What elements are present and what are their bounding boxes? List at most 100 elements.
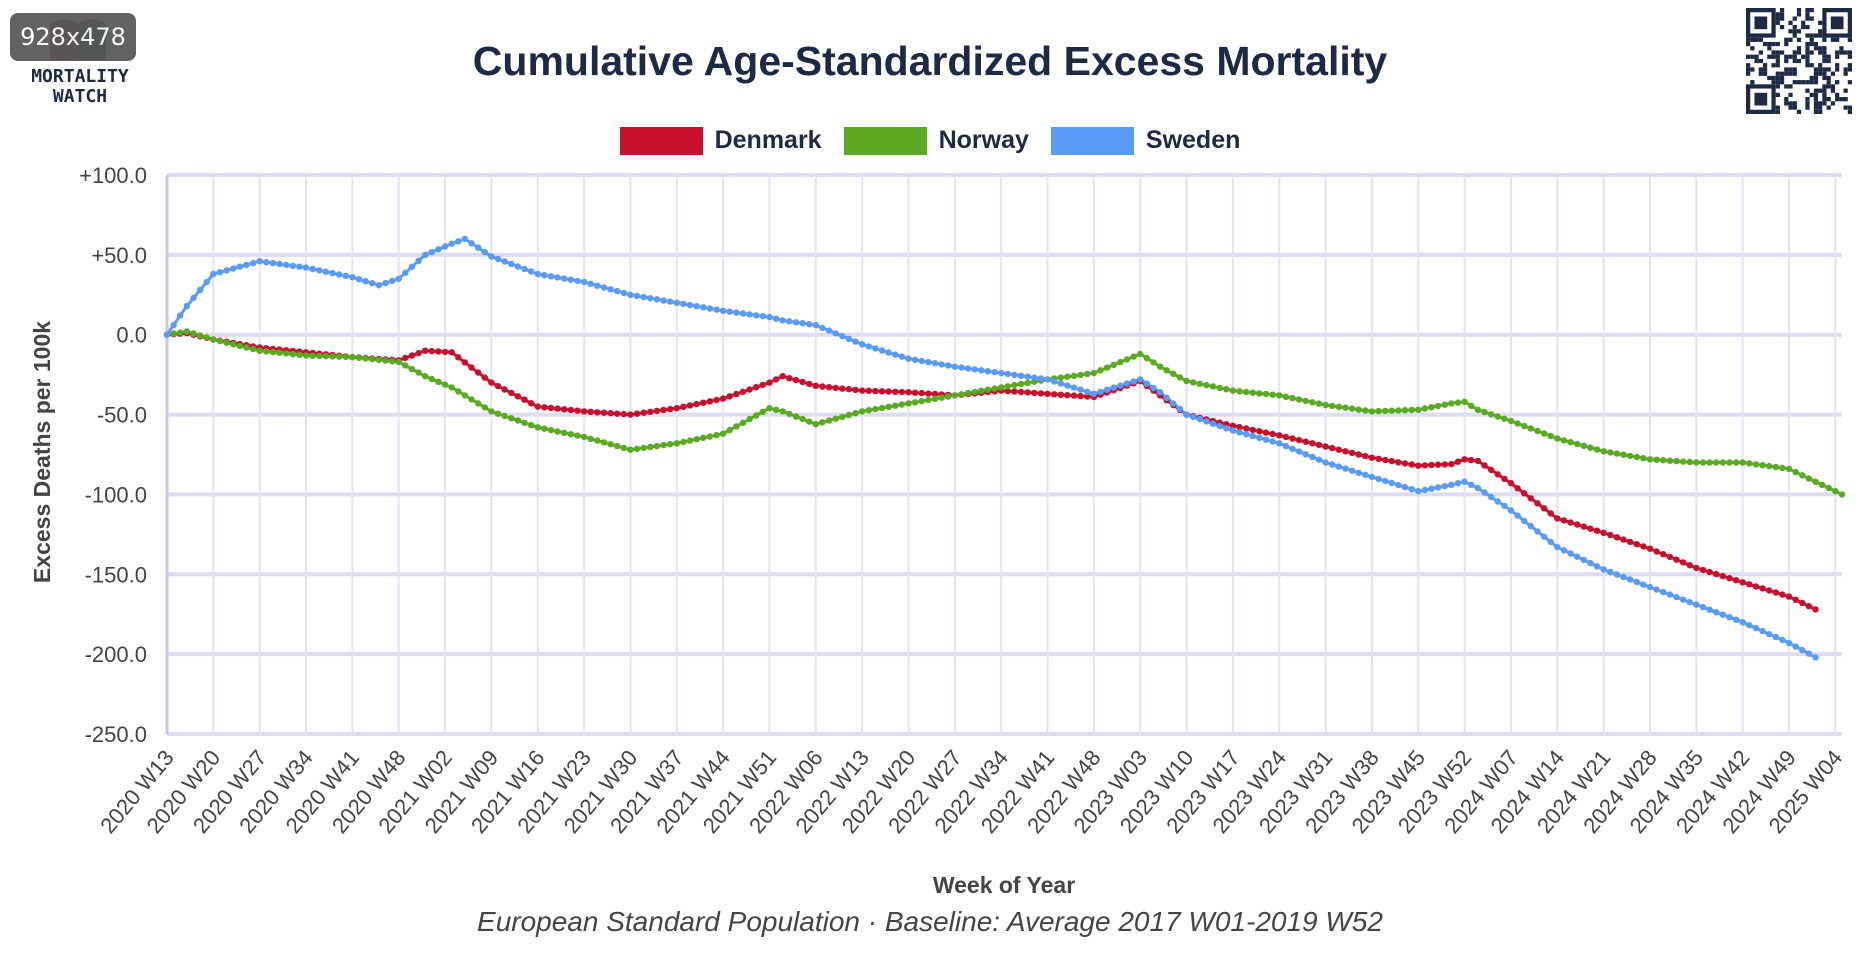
data-point-norway [885, 403, 892, 410]
data-point-sweden [1017, 372, 1025, 379]
data-point-norway [1229, 387, 1237, 394]
data-point-denmark [1057, 391, 1065, 398]
data-point-sweden [1004, 370, 1011, 378]
data-point-sweden [1256, 434, 1263, 441]
data-point-sweden [620, 289, 627, 297]
data-point-denmark [1580, 523, 1588, 530]
data-point-sweden [1574, 553, 1581, 560]
data-point-sweden [1276, 440, 1283, 447]
data-point-denmark [1084, 393, 1091, 400]
data-point-sweden [1448, 481, 1455, 488]
data-point-denmark [1428, 461, 1435, 469]
data-point-norway [1262, 390, 1270, 398]
data-point-norway [1362, 407, 1369, 414]
data-point-denmark [1679, 559, 1687, 566]
data-point-denmark [1713, 570, 1720, 578]
data-point-denmark [1554, 515, 1561, 522]
data-point-sweden [216, 269, 224, 276]
data-point-denmark [547, 404, 555, 412]
data-point-sweden [508, 260, 515, 268]
data-point-sweden [1441, 482, 1449, 490]
data-point-sweden [1454, 480, 1462, 487]
legend-swatch-norway [843, 126, 927, 155]
data-point-sweden [501, 258, 508, 265]
data-point-norway [614, 442, 621, 450]
data-point-denmark [686, 402, 694, 409]
data-point-norway [693, 436, 700, 443]
data-point-denmark [799, 378, 806, 386]
data-point-sweden [521, 265, 528, 273]
data-point-norway [1726, 459, 1733, 466]
data-point-sweden [1249, 432, 1257, 440]
data-point-denmark [647, 408, 654, 415]
data-point-denmark [706, 398, 714, 405]
data-point-sweden [1322, 459, 1329, 466]
data-point-sweden [1190, 413, 1197, 421]
data-point-sweden [1434, 484, 1442, 491]
data-point-sweden [1382, 477, 1389, 485]
data-point-norway [1448, 400, 1455, 407]
data-point-norway [653, 442, 661, 450]
qr-code[interactable] [1746, 8, 1852, 114]
data-point-sweden [349, 274, 356, 281]
data-point-sweden [1693, 601, 1700, 608]
data-point-denmark [614, 410, 621, 417]
data-point-norway [1368, 408, 1376, 415]
data-point-denmark [415, 349, 422, 357]
data-point-sweden [594, 282, 601, 289]
data-point-norway [1732, 459, 1740, 466]
data-point-sweden [1660, 588, 1667, 596]
data-point-denmark [1587, 525, 1594, 532]
data-point-norway [422, 373, 429, 380]
data-point-sweden [1527, 522, 1535, 530]
data-point-norway [1487, 411, 1495, 418]
data-point-sweden [1348, 467, 1356, 474]
data-point-denmark [1653, 548, 1660, 555]
data-point-denmark [1276, 432, 1283, 439]
chart-title: Cumulative Age-Standardized Excess Morta… [472, 38, 1388, 84]
data-point-sweden [971, 366, 978, 373]
data-point-norway [991, 385, 998, 392]
data-point-sweden [1554, 543, 1561, 551]
data-point-sweden [1726, 614, 1733, 621]
data-point-sweden [236, 263, 243, 270]
data-point-sweden [700, 304, 707, 311]
data-point-denmark [766, 379, 773, 386]
data-point-sweden [580, 278, 588, 286]
data-point-norway [1521, 422, 1528, 430]
data-point-denmark [1620, 536, 1627, 543]
legend-item-norway[interactable]: Norway [843, 126, 1029, 155]
data-point-sweden [779, 317, 786, 324]
data-point-sweden [302, 264, 310, 271]
data-point-sweden [1295, 448, 1303, 455]
data-point-norway [1428, 404, 1435, 411]
data-point-sweden [1011, 371, 1018, 379]
data-point-denmark [1355, 451, 1362, 458]
legend-item-denmark[interactable]: Denmark [619, 126, 822, 155]
data-point-sweden [283, 261, 290, 269]
data-point-denmark [1395, 459, 1402, 466]
data-point-norway [819, 419, 826, 426]
data-point-denmark [1348, 449, 1356, 457]
data-point-denmark [561, 406, 568, 413]
data-point-norway [263, 348, 270, 355]
data-point-norway [1117, 358, 1124, 366]
data-point-denmark [865, 387, 872, 394]
data-point-norway [713, 431, 720, 439]
data-point-denmark [667, 405, 674, 413]
data-point-denmark [1421, 462, 1429, 469]
data-point-denmark [759, 381, 766, 389]
data-point-sweden [1514, 512, 1521, 519]
data-point-sweden [1666, 591, 1674, 598]
data-point-norway [402, 362, 409, 369]
data-point-norway [1269, 391, 1276, 398]
data-point-norway [362, 355, 369, 362]
data-point-norway [203, 334, 210, 341]
data-point-norway [1640, 455, 1647, 462]
legend-item-sweden[interactable]: Sweden [1050, 126, 1240, 155]
data-point-sweden [435, 246, 442, 253]
data-point-denmark [1666, 553, 1674, 561]
data-point-sweden [1474, 484, 1482, 492]
data-point-denmark [1256, 428, 1263, 435]
data-point-norway [680, 438, 687, 446]
